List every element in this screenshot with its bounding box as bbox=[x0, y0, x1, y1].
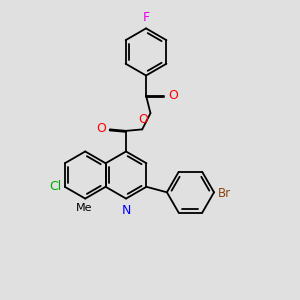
Text: O: O bbox=[138, 113, 148, 126]
Text: N: N bbox=[122, 204, 131, 217]
Text: Me: Me bbox=[76, 203, 92, 213]
Text: O: O bbox=[96, 122, 106, 135]
Text: F: F bbox=[142, 11, 150, 24]
Text: O: O bbox=[168, 89, 178, 102]
Text: Cl: Cl bbox=[49, 180, 61, 193]
Text: Br: Br bbox=[218, 187, 231, 200]
